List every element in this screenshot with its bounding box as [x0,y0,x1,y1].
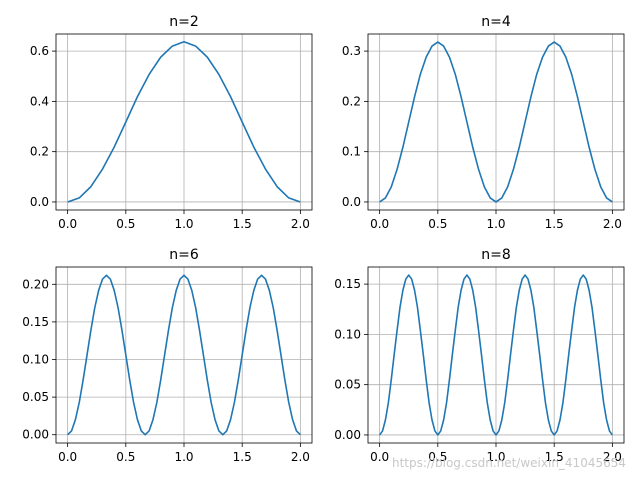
y-tick-label: 0.0 [30,195,49,209]
y-tick-label: 0.15 [22,315,49,329]
y-tick-label: 0.15 [334,277,361,291]
series-line [67,40,301,203]
x-tick-label: 1.0 [486,217,505,231]
x-tick-label: 1.5 [233,217,252,231]
x-tick-label: 0.0 [370,450,389,464]
x-tick-label: 0.5 [116,450,135,464]
x-tick-label: 0.0 [58,450,77,464]
x-tick-label: 2.0 [291,217,310,231]
x-tick-label: 1.5 [233,450,252,464]
series-line [67,274,301,436]
x-tick-label: 1.0 [174,450,193,464]
y-tick-label: 0.10 [22,353,49,367]
series-line [378,274,614,436]
subplot-title: n=8 [481,247,511,263]
y-tick-label: 0.3 [342,44,361,58]
subplot-title: n=6 [169,247,199,263]
y-tick-label: 0.6 [30,44,49,58]
y-tick-label: 0.05 [22,390,49,404]
y-tick-label: 0.00 [22,428,49,442]
x-tick-label: 1.0 [174,217,193,231]
y-tick-label: 0.10 [334,327,361,341]
subplot-2: 0.0 0.5 1.0 1.5 2.0 0.0 0.1 0.2 0.3 n=4 [342,14,625,231]
x-tick-label: 1.5 [545,450,564,464]
series-line [379,41,613,203]
y-tick-label: 0.2 [30,145,49,159]
x-tick-label: 0.5 [428,217,447,231]
x-tick-label: 0.0 [58,217,77,231]
x-tick-label: 2.0 [291,450,310,464]
subplot-1: 0.0 0.5 1.0 1.5 2.0 0.0 0.2 0.4 0.6 n=2 [30,14,313,231]
subplot-3: 0.0 0.5 1.0 1.5 2.0 0.00 0.05 0.10 0.15 0.20 n=6 [22,247,313,464]
watermark: https://blog.csdn.net/weixin_41045654 [391,456,626,470]
y-tick-label: 0.00 [334,428,361,442]
y-tick-label: 0.4 [30,94,49,108]
x-tick-label: 2.0 [603,217,622,231]
x-tick-label: 2.0 [603,450,622,464]
x-tick-label: 1.5 [545,217,564,231]
y-tick-label: 0.0 [342,195,361,209]
x-tick-label: 0.5 [428,450,447,464]
x-tick-label: 0.0 [370,217,389,231]
y-tick-label: 0.2 [342,94,361,108]
subplot-4: 0.0 0.5 1.0 1.5 2.0 0.00 0.05 0.10 0.15 n=8 [334,247,625,464]
y-tick-label: 0.05 [334,378,361,392]
subplot-title: n=4 [481,14,511,30]
y-tick-label: 0.20 [22,277,49,291]
x-tick-label: 1.0 [486,450,505,464]
x-tick-label: 0.5 [116,217,135,231]
subplot-title: n=2 [169,14,199,30]
y-tick-label: 0.1 [342,145,361,159]
